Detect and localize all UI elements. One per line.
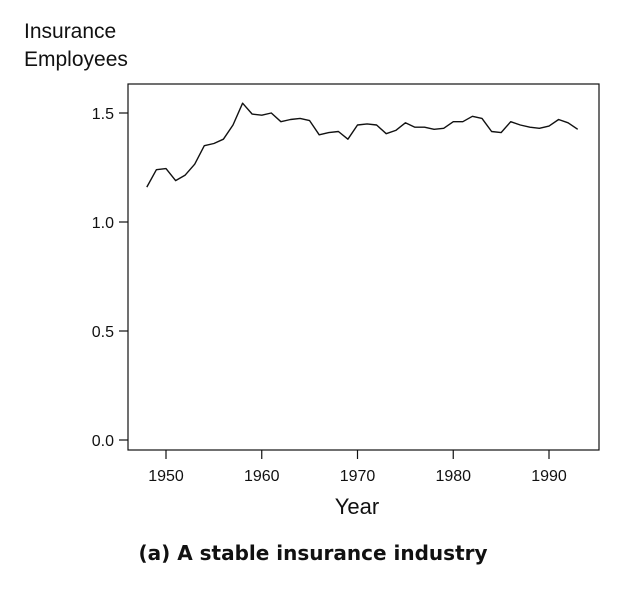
series-line (146, 102, 579, 188)
x-tick-label: 1960 (244, 468, 280, 485)
y-axis-title: Insurance Employees (24, 20, 128, 71)
x-tick-label: 1950 (148, 468, 184, 485)
y-tick-label: 1.5 (92, 106, 114, 123)
y-axis-title-line-2: Employees (24, 48, 128, 71)
y-tick-label: 1.0 (92, 215, 114, 232)
x-axis-title: Year (335, 494, 379, 519)
y-axis-title-line-1: Insurance (24, 20, 116, 43)
figure-caption: (a) A stable insurance industry (138, 541, 487, 565)
plot-area: 0.0 0.5 1.0 1.5 1950 1960 1970 1980 1990 (92, 83, 600, 485)
x-tick-label: 1980 (435, 468, 471, 485)
plot-frame (127, 83, 600, 451)
y-tick-label: 0.5 (92, 324, 114, 341)
y-tick-label: 0.0 (92, 433, 114, 450)
x-tick-label: 1970 (340, 468, 376, 485)
x-tick-label: 1990 (531, 468, 567, 485)
